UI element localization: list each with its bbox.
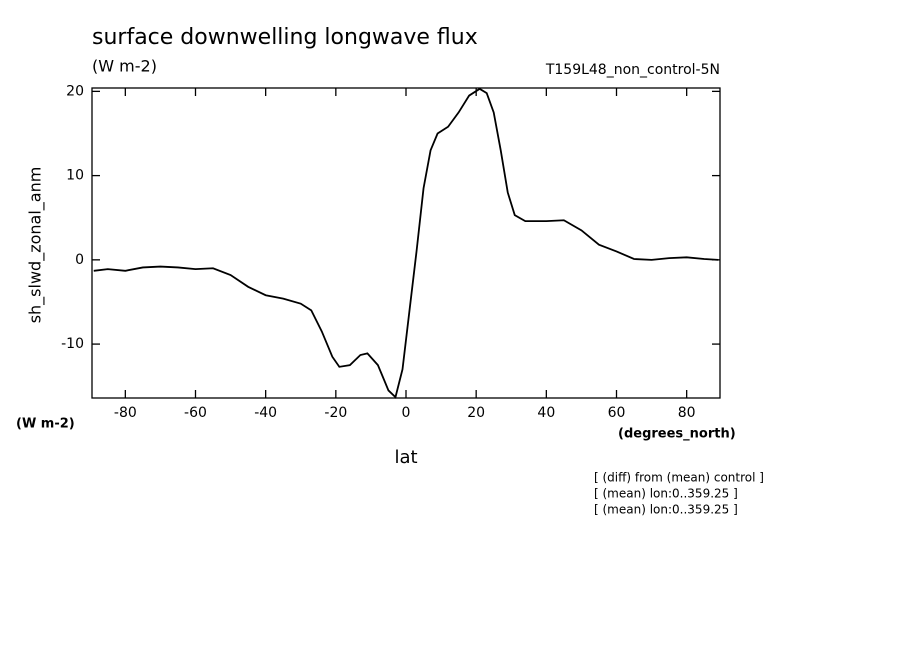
y-units: (W m-2) <box>16 417 75 432</box>
x-tick-label: -40 <box>254 405 277 421</box>
plot-frame <box>91 87 721 399</box>
run-label: T159L48_non_control-5N <box>545 62 720 78</box>
units: (W m-2) <box>92 57 157 76</box>
x-axis-label: lat <box>394 447 417 468</box>
note: [ (diff) from (mean) control ] <box>594 471 764 485</box>
y-axis-label: sh_slwd_zonal_anm <box>26 167 46 324</box>
x-tick-label: 60 <box>608 405 626 421</box>
data-line <box>93 87 719 399</box>
note: [ (mean) lon:0..359.25 ] <box>594 503 738 517</box>
x-tick-label: -80 <box>114 405 137 421</box>
y-tick-label: -10 <box>61 336 84 352</box>
x-tick-label: 80 <box>678 405 696 421</box>
x-tick-label: 0 <box>402 405 411 421</box>
x-tick-label: 40 <box>537 405 555 421</box>
x-tick-label: -20 <box>324 405 347 421</box>
note: [ (mean) lon:0..359.25 ] <box>594 487 738 501</box>
x-units: (degrees_north) <box>618 427 736 442</box>
chart-title: surface downwelling longwave flux <box>92 25 478 50</box>
x-tick-label: -60 <box>184 405 207 421</box>
y-tick-label: 0 <box>75 252 84 268</box>
y-tick-label: 10 <box>66 168 84 184</box>
y-tick-label: 20 <box>66 83 84 99</box>
x-tick-label: 20 <box>467 405 485 421</box>
